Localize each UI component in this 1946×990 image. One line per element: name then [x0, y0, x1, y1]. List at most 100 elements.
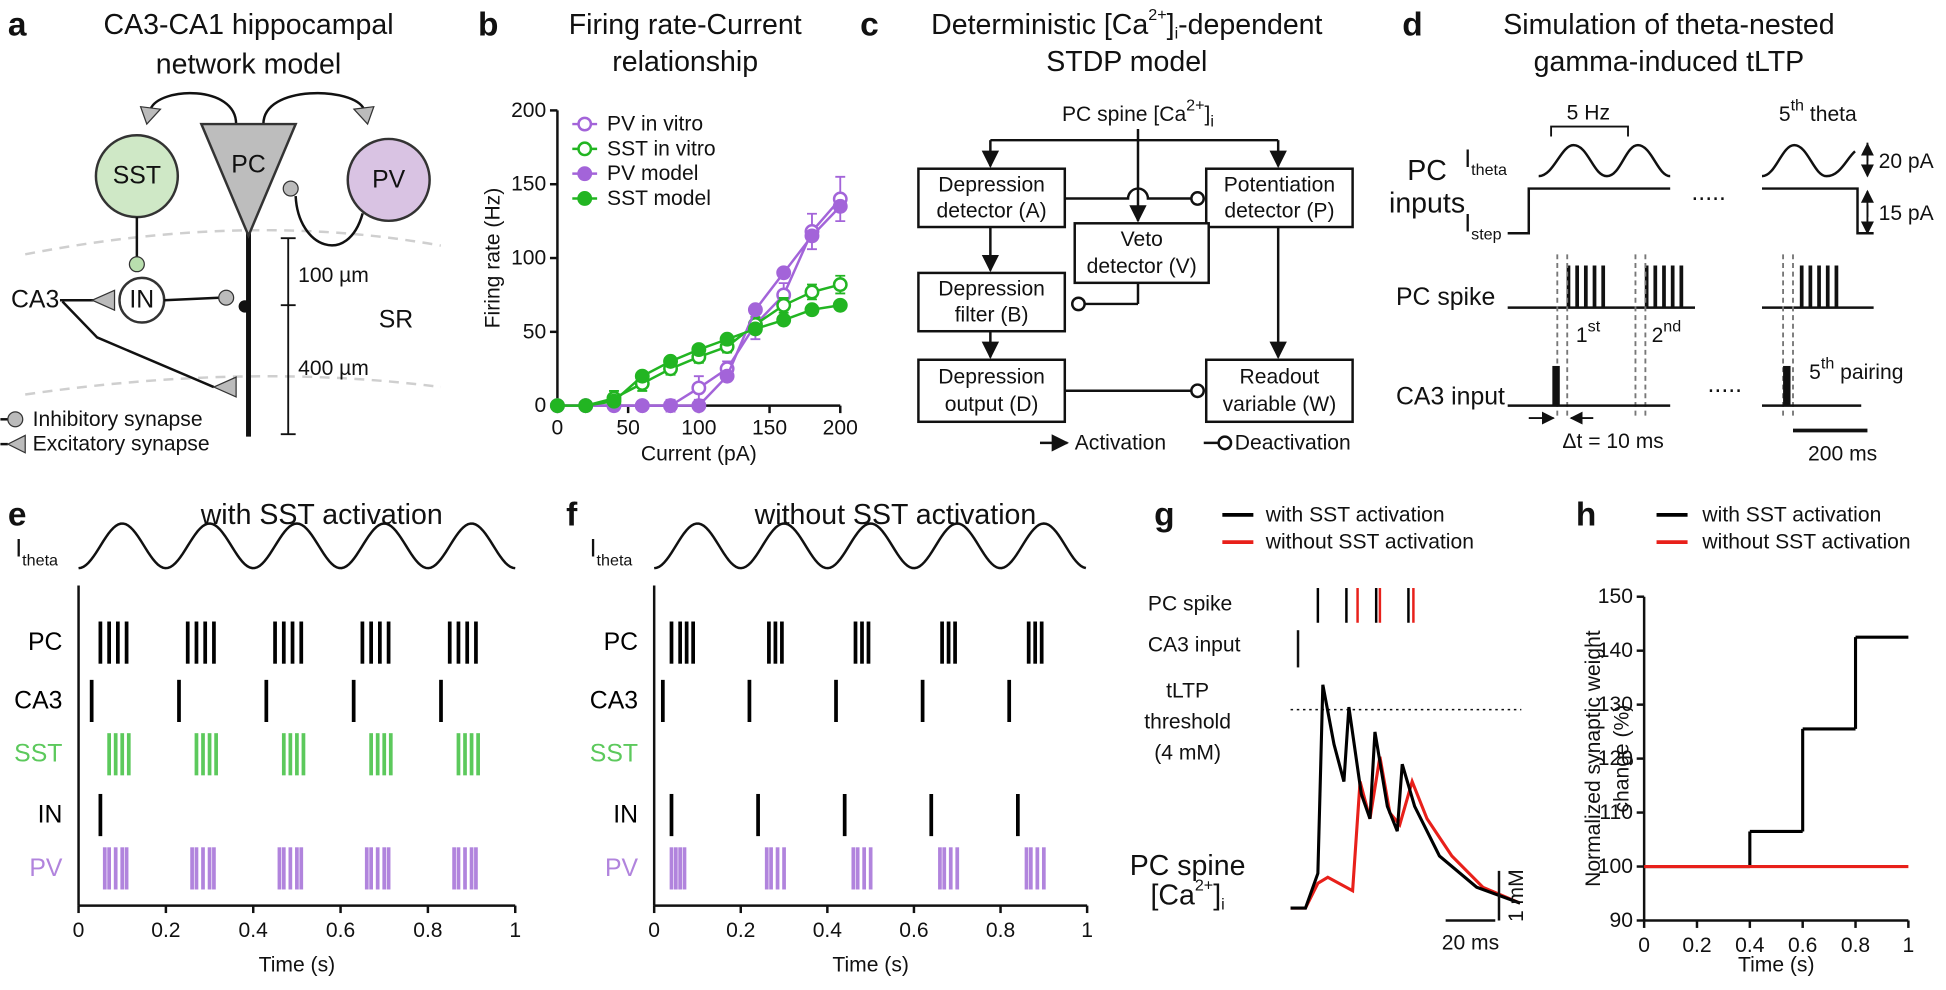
y-axis-label: Firing rate (Hz)	[481, 188, 504, 329]
y-tick-label: 50	[523, 320, 546, 343]
chart-title: Firing rate-Current	[569, 9, 802, 41]
point	[634, 368, 650, 384]
legend-marker	[577, 116, 593, 132]
point	[804, 302, 820, 318]
label: [Ca	[1150, 880, 1195, 912]
shape	[1761, 187, 1874, 235]
label: Readout	[1240, 366, 1320, 389]
label: 5th theta	[1779, 96, 1857, 125]
label: ]	[1205, 103, 1211, 126]
legend-label: without SST activation	[1265, 531, 1474, 554]
legend-marker	[577, 141, 593, 157]
point	[691, 380, 707, 396]
label: filter (B)	[955, 304, 1029, 327]
label: IN	[129, 287, 154, 314]
label: nd	[1663, 317, 1681, 335]
point	[776, 265, 792, 281]
label: gamma-induced tLTP	[1534, 46, 1805, 78]
shape	[199, 122, 298, 239]
x-tick-label: 150	[752, 416, 787, 439]
y-tick-label: 90	[1610, 909, 1633, 932]
point	[832, 198, 848, 214]
label: 2+	[1186, 96, 1204, 114]
shape	[1761, 143, 1856, 178]
legend-label: SST model	[607, 187, 711, 210]
label: step	[1471, 225, 1501, 243]
point	[606, 393, 622, 409]
row-label: CA3 input	[1148, 634, 1241, 657]
x-tick-label: 50	[616, 416, 639, 439]
shape	[149, 91, 238, 125]
y-tick-label: 110	[1599, 801, 1633, 824]
label: Depression	[938, 278, 1045, 301]
label: 2	[1652, 323, 1664, 346]
label: pairing	[1834, 361, 1903, 384]
shape	[164, 296, 219, 302]
label: 1st	[1576, 317, 1601, 346]
point	[719, 331, 735, 347]
label: Δt = 10 ms	[1562, 430, 1663, 453]
y-axis-label: Normalized synaptic weight	[1582, 630, 1605, 887]
label: 5	[1809, 361, 1821, 384]
y-tick-label: 0	[535, 394, 547, 417]
x-axis-label: Time (s)	[832, 954, 909, 977]
label: detector (V)	[1087, 255, 1197, 278]
trace-label: Itheta	[590, 535, 633, 570]
y-scale-label: 1 mM	[1505, 869, 1528, 922]
label: Simulation of theta-nested	[1503, 9, 1834, 41]
shape	[1538, 143, 1671, 178]
label: CA3	[11, 287, 59, 314]
shape	[352, 105, 375, 126]
legend-label: with SST activation	[1701, 503, 1881, 526]
label: 1	[1576, 323, 1588, 346]
label: Veto	[1121, 228, 1163, 251]
panel-label: b	[478, 6, 498, 43]
x-tick-label: 0.2	[1682, 934, 1711, 957]
point	[634, 398, 650, 414]
x-tick-label: 100	[681, 416, 716, 439]
label: i	[1210, 113, 1214, 131]
label: Itheta	[1464, 145, 1507, 179]
y-tick-label: 120	[1598, 747, 1633, 770]
label: Deterministic [Ca2+]i-dependent	[931, 6, 1322, 43]
ca-trace	[1290, 684, 1521, 910]
shape	[917, 167, 1067, 229]
panel-label: h	[1576, 496, 1596, 533]
label: i	[1221, 895, 1225, 913]
theta-trace	[653, 522, 1087, 570]
trace-label-main: I	[15, 535, 22, 562]
label: th	[1791, 96, 1804, 114]
trace-label-sub: theta	[22, 552, 58, 570]
x-scale-label: 20 ms	[1442, 931, 1499, 954]
threshold-label: (4 mM)	[1154, 742, 1221, 765]
point	[804, 284, 820, 300]
shape	[1556, 254, 1794, 416]
x-tick-label: 0.6	[899, 919, 928, 942]
threshold-label: threshold	[1144, 711, 1231, 734]
panel-d: d Simulation of theta-nested gamma-induc…	[1389, 6, 1935, 465]
label: Activation	[1075, 431, 1166, 454]
label: PV	[372, 166, 406, 193]
x-tick-label: 1	[1903, 934, 1915, 957]
label: 100 µm	[298, 264, 369, 287]
trace-label: Itheta	[15, 535, 58, 570]
label: Inhibitory synapse	[33, 408, 203, 431]
shape	[25, 375, 441, 396]
label: -dependent	[1178, 9, 1322, 41]
shape	[1073, 222, 1210, 285]
label: inputs	[1389, 187, 1465, 219]
x-tick-label: 0.8	[986, 919, 1015, 942]
legend-label: with SST activation	[1265, 503, 1445, 526]
shape	[1507, 187, 1671, 235]
row-label: PV	[29, 855, 63, 882]
shape	[917, 271, 1067, 333]
legend-label: PV model	[607, 162, 698, 185]
label: ]	[1167, 9, 1175, 41]
x-tick-label: 0.6	[1788, 934, 1817, 957]
label: I	[1464, 145, 1471, 172]
x-axis-label: Current (pA)	[641, 443, 757, 466]
y-tick-label: 140	[1598, 639, 1633, 662]
label: ]	[1213, 880, 1221, 912]
